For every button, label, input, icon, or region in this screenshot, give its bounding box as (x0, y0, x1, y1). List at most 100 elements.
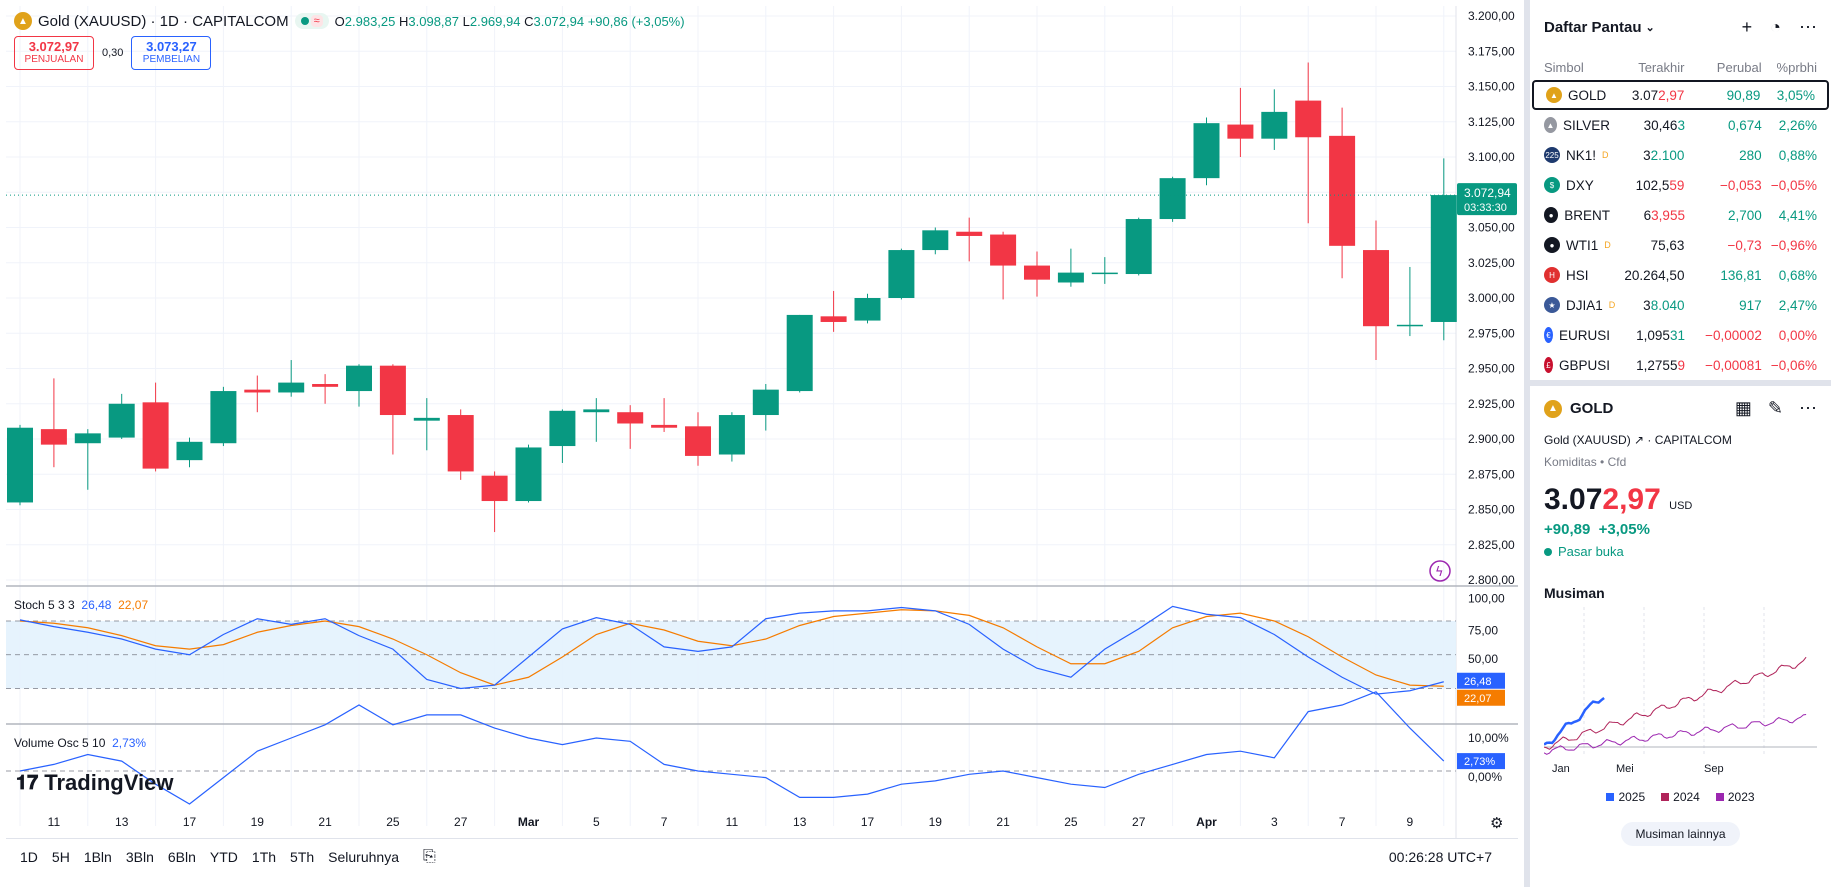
watchlist-row[interactable]: 225 NK1! D 32.100 280 0,88% (1530, 140, 1831, 170)
row-pct: 0,88% (1778, 147, 1817, 163)
buy-button[interactable]: 3.073,27 PEMBELIAN (131, 36, 212, 70)
col-pct[interactable]: %prbhi (1776, 59, 1817, 75)
chart-area[interactable]: 3.200,00 3.175,00 3.150,00 3.125,00 3.100,00… (6, 6, 1518, 866)
row-last-b: 3 (1677, 117, 1685, 133)
countdown-label: 03:33:30 (1464, 202, 1507, 214)
y-tick-label: 3.125,00 (1468, 115, 1515, 129)
row-last: 32.100 (1615, 148, 1684, 163)
row-pct: 3,05% (1776, 87, 1815, 103)
row-symbol-text: DXY (1566, 177, 1594, 193)
col-symbol[interactable]: Simbol (1544, 59, 1584, 75)
seasonal-legend-item[interactable]: 2023 (1715, 790, 1755, 804)
timeframe-1y[interactable]: 1Th (251, 848, 277, 865)
watchlist-row[interactable]: ● BRENT 63,955 2,700 4,41% (1530, 200, 1831, 230)
watchlist-row[interactable]: ● WTI1 D 75,63 −0,73 −0,96% (1530, 230, 1831, 260)
more-seasonals-button[interactable]: Musiman lainnya (1621, 822, 1740, 846)
x-tick-label: 9 (1407, 815, 1414, 829)
row-symbol-text: HSI (1566, 267, 1589, 283)
timeframe-6m[interactable]: 6Bln (167, 848, 196, 865)
timeframe-3m[interactable]: 3Bln (125, 848, 154, 865)
settings-gear-icon: ⚙ (1490, 814, 1503, 832)
watchlist-row[interactable]: € EURUSI 1,09531 −0,00002 0,00% (1530, 320, 1831, 350)
seasonal-legend-item[interactable]: 2025 (1606, 790, 1645, 804)
timeframe-1d[interactable]: 1D (20, 848, 38, 865)
panel-divider[interactable] (1524, 0, 1530, 887)
row-change: −0,73 (1727, 237, 1762, 253)
volume-osc-legend[interactable]: Volume Osc 5 10 2,73% (14, 736, 147, 750)
watchlist-header: Daftar Pantau ⌄ + ◔ ⋯ (1530, 0, 1831, 54)
more-icon[interactable]: ⋯ (1799, 398, 1817, 418)
clock-timezone[interactable]: 00:26:28 UTC+7 (1388, 848, 1492, 865)
sell-button[interactable]: 3.072,97 PENJUALAN (14, 36, 94, 70)
more-icon[interactable]: ⋯ (1799, 16, 1817, 37)
row-symbol-text: WTI1 (1566, 237, 1599, 253)
row-symbol: ★ DJIA1 D (1544, 297, 1615, 313)
watchlist-columns: Simbol Terakhir Perubal %prbhi (1530, 54, 1831, 80)
watchlist-row[interactable]: H HSI 20.264,50 136,81 0,68% (1530, 260, 1831, 290)
market-status-pill[interactable]: ≈ (294, 13, 329, 29)
watchlist-row[interactable]: ★ DJIA1 D 38.040 917 2,47% (1530, 290, 1831, 320)
seasonal-2025-line (1543, 697, 1605, 746)
watchlist-rows: ▲ GOLD 3.072,97 90,89 3,05% ▲ SILVER 30,463 0,67… (1530, 80, 1831, 380)
seasonal-legend: 2025 2024 2023 (1544, 790, 1817, 804)
grid-icon[interactable]: ▦ (1734, 398, 1752, 418)
candle-body (1295, 100, 1322, 138)
add-symbol-icon[interactable]: + (1741, 16, 1753, 37)
vosc-tick-label: 10,00% (1468, 731, 1509, 745)
legend-swatch (1661, 793, 1670, 801)
seasonal-legend-item[interactable]: 2024 (1661, 790, 1700, 804)
row-last-a: 1,2755 (1636, 357, 1678, 373)
vosc-tag-label: 2,73% (1464, 756, 1495, 768)
timeframe-5d[interactable]: 5H (51, 848, 70, 865)
timeframe-ytd[interactable]: YTD (209, 848, 238, 865)
price-tag (1457, 183, 1517, 216)
timeframe-1m[interactable]: 1Bln (83, 848, 112, 865)
x-tick-label: 13 (793, 815, 807, 829)
candle-body (176, 441, 203, 461)
row-last-a: 6 (1643, 207, 1652, 223)
candle-body (346, 365, 372, 392)
candle-body (210, 391, 237, 444)
seasonal-title: Musiman (1544, 585, 1605, 601)
x-tick-label: 11 (726, 815, 739, 829)
row-last: 63,955 (1616, 208, 1685, 223)
row-last-a: 3 (1643, 147, 1651, 163)
go-to-date-icon[interactable]: ⎘ (422, 847, 436, 865)
seasonal-chart[interactable]: Jan Mei Sep (1543, 607, 1817, 777)
row-symbol: ▲ SILVER (1544, 117, 1616, 133)
col-change[interactable]: Perubal (1716, 59, 1762, 75)
detail-symbol[interactable]: GOLD (1570, 400, 1614, 417)
delayed-mark: D (1608, 300, 1616, 310)
candle-body (685, 426, 711, 456)
stoch-legend[interactable]: Stoch 5 3 3 26,48 22,07 (14, 598, 149, 612)
lightning-icon: ϟ (1435, 565, 1444, 580)
advanced-view-icon[interactable]: ◔ (1770, 16, 1781, 37)
stoch-k-line (19, 605, 1444, 695)
row-symbol: ● WTI1 D (1544, 237, 1615, 253)
watchlist-row[interactable]: $ DXY 102,559 −0,053 −0,05% (1530, 170, 1831, 200)
y-tick-label: 2.850,00 (1468, 503, 1515, 517)
candle-body (7, 427, 33, 503)
chart-title[interactable]: Gold (XAUUSD) · 1D · CAPITALCOM (38, 12, 289, 30)
chevron-down-icon[interactable]: ⌄ (1645, 21, 1655, 34)
watchlist-row[interactable]: £ GBPUSI 1,27559 −0,00081 −0,06% (1530, 350, 1831, 380)
row-pct: 2,26% (1778, 117, 1817, 133)
watchlist-title[interactable]: Daftar Pantau (1544, 18, 1642, 36)
external-link-icon[interactable]: ↗ (1634, 433, 1645, 447)
price-tag-label: 3.072,94 (1464, 186, 1511, 200)
row-pct: 4,41% (1778, 207, 1817, 223)
row-change: −0,00002 (1705, 327, 1762, 343)
watchlist-row[interactable]: ▲ SILVER 30,463 0,674 2,26% (1530, 110, 1831, 140)
edit-icon[interactable]: ✎ (1767, 398, 1783, 418)
candle-body (752, 389, 779, 416)
col-last[interactable]: Terakhir (1638, 59, 1685, 75)
timeframe-5y[interactable]: 5Th (290, 848, 315, 865)
price-chart[interactable]: 3.200,00 3.175,00 3.150,00 3.125,00 3.100,00… (6, 6, 1518, 866)
seasonal-2024-line (1543, 656, 1807, 750)
timeframe-all[interactable]: Seluruhnya (328, 848, 399, 865)
candle-body (854, 298, 881, 321)
y-tick-label: 3.025,00 (1468, 256, 1515, 270)
watchlist-row[interactable]: ▲ GOLD 3.072,97 90,89 3,05% (1532, 80, 1829, 110)
symbol-logo-icon: $ (1544, 177, 1560, 193)
candle-body (74, 433, 101, 444)
